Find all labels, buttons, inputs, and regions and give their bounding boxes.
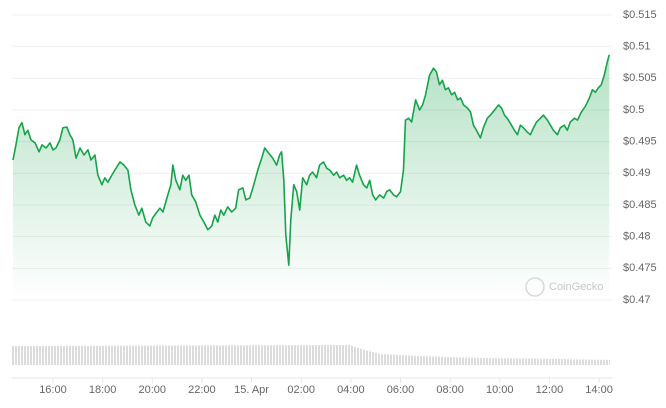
x-tick-label: 08:00 — [436, 384, 464, 396]
x-tick-label: 18:00 — [89, 384, 117, 396]
y-tick-label: $0.475 — [623, 262, 657, 274]
area-fill — [12, 54, 610, 301]
x-tick-label: 22:00 — [188, 384, 216, 396]
watermark-logo — [525, 277, 545, 297]
y-tick-label: $0.505 — [623, 72, 657, 84]
y-tick-label: $0.485 — [623, 199, 657, 211]
volume-bars — [12, 345, 610, 365]
y-tick-label: $0.51 — [623, 41, 651, 53]
x-tick-label: 04:00 — [337, 384, 365, 396]
x-tick-label: 16:00 — [39, 384, 67, 396]
y-tick-label: $0.5 — [623, 104, 644, 116]
x-tick-label: 10:00 — [486, 384, 514, 396]
x-tick-label: 15. Apr — [234, 384, 269, 396]
y-tick-label: $0.48 — [623, 231, 651, 243]
y-tick-label: $0.49 — [623, 167, 651, 179]
watermark: CoinGecko — [525, 277, 603, 297]
plot — [12, 54, 611, 301]
x-tick-label: 02:00 — [287, 384, 315, 396]
x-tick-label: 14:00 — [585, 384, 613, 396]
y-tick-label: $0.495 — [623, 136, 657, 148]
watermark-text: CoinGecko — [549, 281, 603, 293]
x-tick-label: 12:00 — [536, 384, 564, 396]
y-tick-label: $0.47 — [623, 294, 651, 306]
price-line — [12, 54, 611, 266]
x-tick-label: 20:00 — [138, 384, 166, 396]
x-tick-label: 06:00 — [387, 384, 415, 396]
y-tick-label: $0.515 — [623, 9, 657, 21]
